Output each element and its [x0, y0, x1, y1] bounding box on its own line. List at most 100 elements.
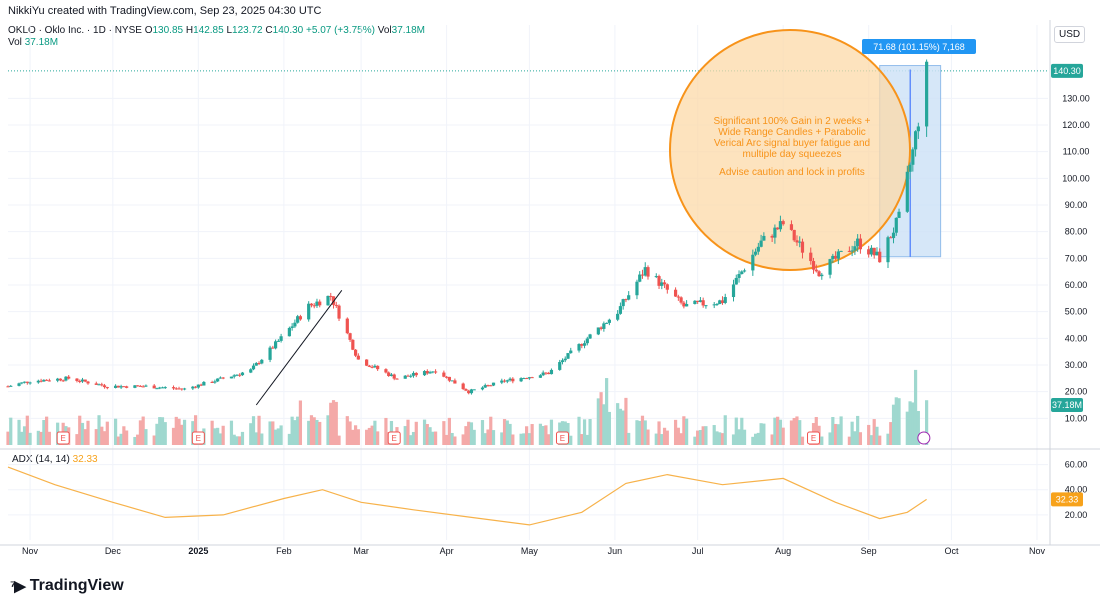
- candle-body: [472, 389, 476, 391]
- volume-bar: [833, 423, 838, 445]
- volume-bar: [216, 427, 220, 445]
- earnings-marker-label: E: [560, 434, 565, 443]
- currency-selector[interactable]: USD: [1054, 26, 1086, 43]
- volume-bar: [682, 416, 686, 445]
- trendline[interactable]: [255, 290, 343, 406]
- earnings-marker: [191, 431, 205, 445]
- candle-body: [715, 304, 719, 306]
- candle-body: [174, 388, 178, 390]
- candle-body: [315, 301, 319, 306]
- candle-body: [756, 246, 760, 252]
- candle-body: [318, 301, 322, 306]
- annotation-line-2: Wide Range Candles + Parabolic: [718, 127, 866, 138]
- candle-body: [116, 385, 120, 388]
- volume-bar: [411, 431, 416, 445]
- candle-body: [199, 384, 203, 386]
- volume-bar: [856, 415, 860, 445]
- candle-body: [25, 381, 29, 383]
- volume-bar: [136, 434, 140, 445]
- volume-bar: [94, 429, 98, 445]
- candle-body: [720, 300, 725, 303]
- candle-body: [78, 380, 82, 382]
- volume-bar: [442, 421, 446, 445]
- volume-bar: [781, 427, 785, 445]
- tradingview-logo[interactable]: ⁷▶ TradingView: [10, 577, 124, 595]
- volume-bar: [9, 417, 13, 445]
- candle-body: [351, 339, 355, 350]
- volume-bar: [279, 425, 283, 445]
- candle-body: [464, 389, 468, 391]
- volume-bar: [235, 436, 239, 445]
- close-value: 140.30: [272, 25, 304, 36]
- symbol-legend[interactable]: OKLO · Oklo Inc. · 1D · NYSE O130.85 H14…: [8, 25, 425, 36]
- volume-bar: [251, 416, 256, 445]
- candle-body: [925, 61, 929, 127]
- candle-body: [138, 385, 143, 387]
- candle-body: [276, 340, 280, 342]
- candle-body: [773, 227, 777, 238]
- time-tick-label: Apr: [440, 546, 454, 556]
- volume-legend[interactable]: Vol 37.18M: [8, 37, 59, 48]
- candle-body: [616, 313, 620, 320]
- volume-bar: [913, 369, 918, 445]
- candle-body: [850, 250, 854, 252]
- volume-bar: [433, 431, 438, 445]
- price-tick-label: 30.00: [1065, 360, 1088, 370]
- volume-bar: [171, 427, 176, 445]
- price-badge-bg: [1051, 63, 1083, 78]
- volume-bar: [776, 416, 780, 445]
- candle-body: [105, 387, 109, 389]
- candle-body: [254, 363, 258, 366]
- volume-bar: [582, 419, 587, 445]
- volume-bar: [138, 420, 143, 445]
- candle-body: [577, 344, 581, 351]
- candle-body: [566, 353, 570, 359]
- volume-bar: [638, 420, 642, 445]
- candle-body: [869, 247, 874, 255]
- volume-bar: [403, 426, 407, 445]
- candle-body: [290, 326, 294, 328]
- volume-bar: [853, 431, 857, 445]
- candle-body: [155, 388, 159, 390]
- volume-bar: [6, 431, 10, 445]
- tradingview-logo-icon: ⁷▶: [10, 578, 26, 595]
- volume-bar: [522, 433, 526, 445]
- adx-legend[interactable]: ADX (14, 14) 32.33: [12, 454, 98, 465]
- volume-bar: [431, 431, 435, 445]
- volume-bar: [580, 434, 584, 445]
- candle-body: [296, 316, 300, 323]
- volume-bar: [213, 428, 217, 445]
- open-value: 130.85: [152, 25, 184, 36]
- candle-body: [751, 254, 755, 271]
- volume-bar: [679, 433, 683, 445]
- symbol-name: OKLO · Oklo Inc. · 1D · NYSE: [8, 25, 142, 36]
- volume-bar: [673, 419, 678, 445]
- time-tick-label: Jul: [692, 546, 704, 556]
- volume-bar: [384, 417, 388, 445]
- volume-bar: [20, 431, 24, 445]
- volume-bar: [894, 397, 898, 445]
- volume-bar: [525, 426, 529, 445]
- candle-body: [867, 249, 871, 255]
- volume-bar: [345, 416, 349, 445]
- candle-body: [453, 380, 457, 384]
- volume-bar: [249, 423, 253, 445]
- volume-bar: [160, 417, 165, 445]
- candle-body: [742, 270, 747, 272]
- volume-bar: [792, 417, 796, 445]
- volume-bar: [119, 433, 123, 445]
- volume-bar: [182, 419, 187, 445]
- volume-bar: [621, 410, 625, 445]
- volume-bar: [723, 415, 727, 445]
- candle-body: [693, 300, 697, 305]
- candle-body: [734, 277, 738, 285]
- volume-bar: [177, 418, 181, 445]
- volume-bar: [22, 426, 27, 445]
- candle-body: [403, 375, 407, 379]
- candle-body: [298, 316, 303, 320]
- candle-body: [789, 224, 794, 230]
- volume-bar: [701, 426, 705, 445]
- candle-body: [500, 380, 504, 383]
- time-tick-label: Jun: [608, 546, 623, 556]
